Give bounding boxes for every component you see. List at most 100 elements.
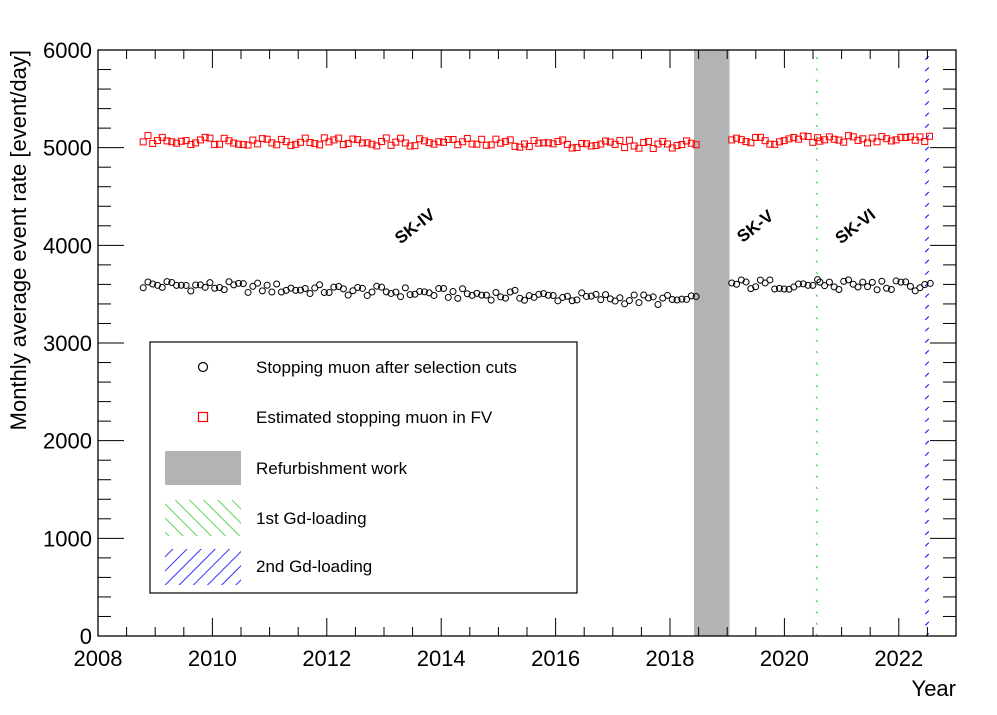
- data-point-selection-cuts: [654, 301, 662, 309]
- data-point-selection-cuts: [790, 283, 798, 291]
- data-point-selection-cuts: [844, 276, 852, 284]
- data-point-selection-cuts: [387, 289, 395, 297]
- data-point-selection-cuts: [611, 297, 619, 305]
- data-point-estimated-fv: [606, 138, 614, 146]
- data-point-estimated-fv: [311, 140, 319, 148]
- data-point-estimated-fv: [635, 144, 643, 152]
- data-point-estimated-fv: [780, 137, 788, 145]
- data-point-selection-cuts: [258, 287, 266, 295]
- legend-label-stopping-muon: Stopping muon after selection cuts: [256, 358, 517, 377]
- data-point-selection-cuts: [358, 284, 366, 292]
- data-point-selection-cuts: [733, 280, 741, 288]
- data-point-estimated-fv: [563, 140, 571, 148]
- data-point-estimated-fv: [378, 138, 386, 146]
- data-point-estimated-fv: [392, 138, 400, 146]
- data-point-estimated-fv: [468, 140, 476, 148]
- data-point-selection-cuts: [804, 281, 812, 289]
- data-point-selection-cuts: [926, 279, 934, 287]
- data-point-selection-cuts: [578, 289, 586, 297]
- data-point-estimated-fv: [728, 136, 736, 144]
- data-point-estimated-fv: [487, 141, 495, 149]
- data-point-estimated-fv: [835, 136, 843, 144]
- data-point-estimated-fv: [144, 132, 152, 140]
- data-point-estimated-fv: [521, 140, 529, 148]
- data-point-selection-cuts: [752, 283, 760, 291]
- data-point-selection-cuts: [854, 283, 862, 291]
- data-point-estimated-fv: [506, 136, 514, 144]
- data-point-estimated-fv: [578, 139, 586, 147]
- data-point-estimated-fv: [325, 138, 333, 146]
- band-refurbishment-work: [694, 50, 730, 636]
- data-point-selection-cuts: [273, 280, 281, 288]
- data-point-estimated-fv: [206, 134, 214, 142]
- data-point-selection-cuts: [506, 288, 514, 296]
- data-point-selection-cuts: [644, 294, 652, 302]
- data-point-estimated-fv: [435, 138, 443, 146]
- data-point-selection-cuts: [473, 289, 481, 297]
- x-tick-label: 2014: [417, 646, 466, 671]
- data-point-estimated-fv: [785, 135, 793, 143]
- data-point-estimated-fv: [664, 140, 672, 148]
- data-point-estimated-fv: [416, 135, 424, 143]
- y-tick-label: 5000: [43, 136, 92, 161]
- data-point-estimated-fv: [883, 135, 891, 143]
- data-point-selection-cuts: [878, 277, 886, 285]
- data-point-selection-cuts: [859, 278, 867, 286]
- data-point-estimated-fv: [868, 134, 876, 142]
- data-point-selection-cuts: [602, 291, 610, 299]
- data-point-estimated-fv: [554, 137, 562, 145]
- data-point-selection-cuts: [906, 282, 914, 290]
- data-point-estimated-fv: [420, 137, 428, 145]
- data-point-estimated-fv: [349, 135, 357, 143]
- data-point-estimated-fv: [844, 132, 852, 140]
- data-point-estimated-fv: [168, 138, 176, 146]
- data-point-selection-cuts: [344, 291, 352, 299]
- data-point-selection-cuts: [625, 297, 633, 305]
- x-tick-label: 2018: [646, 646, 695, 671]
- data-point-selection-cuts: [568, 297, 576, 305]
- data-point-selection-cuts: [330, 283, 338, 291]
- data-point-estimated-fv: [430, 140, 438, 148]
- data-point-estimated-fv: [211, 141, 219, 149]
- data-point-estimated-fv: [277, 135, 285, 143]
- data-point-estimated-fv: [668, 144, 676, 152]
- data-point-selection-cuts: [668, 295, 676, 303]
- data-point-selection-cuts: [249, 282, 257, 290]
- data-point-estimated-fv: [201, 133, 209, 141]
- data-point-estimated-fv: [235, 140, 243, 148]
- data-point-selection-cuts: [373, 282, 381, 290]
- data-point-estimated-fv: [602, 137, 610, 145]
- data-point-selection-cuts: [816, 278, 824, 286]
- data-point-selection-cuts: [616, 294, 624, 302]
- data-point-estimated-fv: [859, 135, 867, 143]
- data-point-selection-cuts: [673, 296, 681, 304]
- data-point-selection-cuts: [540, 290, 548, 298]
- data-point-selection-cuts: [775, 284, 783, 292]
- data-point-selection-cuts: [597, 296, 605, 304]
- data-point-estimated-fv: [582, 140, 590, 148]
- data-point-estimated-fv: [799, 132, 807, 140]
- data-point-estimated-fv: [292, 140, 300, 148]
- data-point-estimated-fv: [878, 133, 886, 141]
- data-point-selection-cuts: [192, 281, 200, 289]
- data-point-selection-cuts: [521, 296, 529, 304]
- data-point-selection-cuts: [230, 281, 238, 289]
- data-point-estimated-fv: [501, 137, 509, 145]
- data-point-selection-cuts: [368, 288, 376, 296]
- data-point-selection-cuts: [163, 278, 171, 286]
- data-point-selection-cuts: [864, 283, 872, 291]
- legend-symbol-circle: [197, 361, 209, 373]
- data-point-estimated-fv: [540, 139, 548, 147]
- data-point-selection-cuts: [430, 291, 438, 299]
- data-point-selection-cuts: [235, 279, 243, 287]
- data-point-estimated-fv: [809, 138, 817, 146]
- band-2nd-gd-loading: [924, 50, 931, 636]
- data-point-selection-cuts: [771, 285, 779, 293]
- data-point-selection-cuts: [439, 285, 447, 293]
- data-point-estimated-fv: [187, 141, 195, 149]
- data-point-estimated-fv: [854, 136, 862, 144]
- data-point-estimated-fv: [397, 134, 405, 142]
- data-point-selection-cuts: [316, 281, 324, 289]
- data-point-estimated-fv: [816, 137, 824, 145]
- data-point-selection-cuts: [635, 299, 643, 307]
